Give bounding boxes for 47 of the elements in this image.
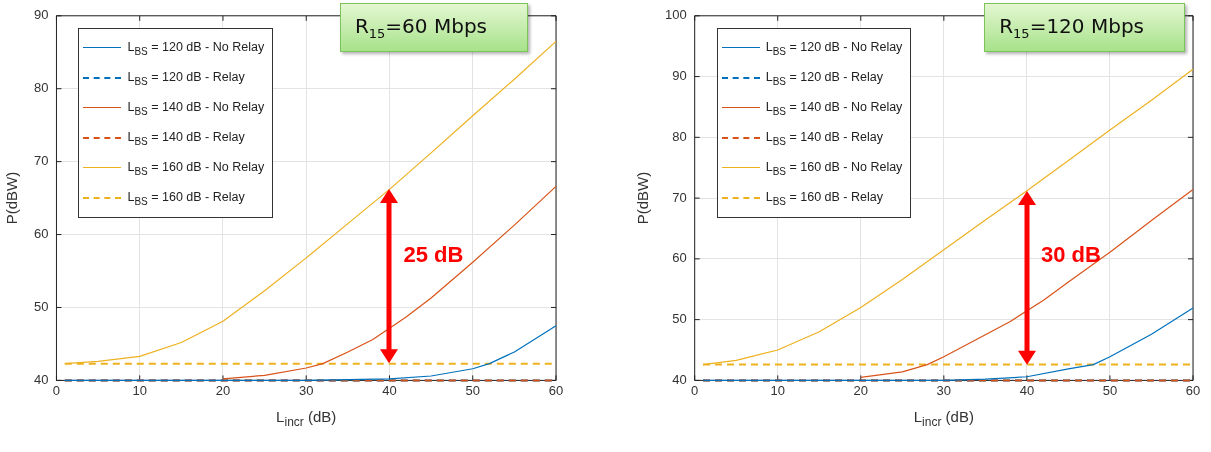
x-axis-title: L$_{incr}$ (dB) — [913, 408, 974, 430]
x-tick-label: 50 — [465, 382, 480, 398]
x-tick-label: 20 — [853, 382, 869, 398]
legend-label: L$_{BS}$ = 120 dB - No Relay — [765, 39, 903, 57]
legend-label: L$_{BS}$ = 120 dB - No Relay — [127, 39, 265, 57]
x-tick-label: 40 — [382, 382, 397, 398]
legend-label: L$_{BS}$ = 120 dB - Relay — [127, 69, 245, 87]
legend-label: L$_{BS}$ = 160 dB - No Relay — [765, 159, 903, 177]
y-tick-label: 80 — [33, 80, 49, 96]
legend-label: L$_{BS}$ = 120 dB - Relay — [765, 69, 883, 87]
legend-label: L$_{BS}$ = 140 dB - No Relay — [765, 99, 903, 117]
legend-label: L$_{BS}$ = 140 dB - No Relay — [127, 99, 265, 117]
annotation: 30 dB — [1040, 241, 1101, 268]
legend-label: L$_{BS}$ = 140 dB - Relay — [127, 129, 245, 147]
y-tick-label: 100 — [664, 7, 687, 23]
y-tick-label: 90 — [672, 68, 687, 84]
y-axis-title: P(dBW) — [634, 171, 652, 225]
legend-label: L$_{BS}$ = 140 dB - Relay — [765, 129, 883, 147]
x-tick-label: 40 — [1019, 382, 1035, 398]
x-tick-label: 0 — [52, 382, 61, 398]
y-tick-label: 90 — [33, 7, 49, 23]
legend-label: L$_{BS}$ = 160 dB - Relay — [765, 189, 883, 207]
x-tick-label: 30 — [936, 382, 952, 398]
legend-label: L$_{BS}$ = 160 dB - No Relay — [127, 159, 265, 177]
y-tick-label: 50 — [33, 299, 49, 315]
y-tick-label: 40 — [33, 371, 49, 387]
x-tick-label: 10 — [132, 382, 147, 398]
y-tick-label: 60 — [672, 250, 687, 266]
y-tick-label: 70 — [33, 153, 49, 169]
y-tick-label: 40 — [672, 371, 687, 387]
annotation: 25 dB — [403, 241, 464, 268]
x-tick-label: 60 — [1185, 382, 1201, 398]
chart-title: R$_{15}$=60 Mbps — [339, 3, 528, 52]
y-axis-title: P(dBW) — [3, 171, 21, 225]
x-tick-label: 50 — [1102, 382, 1118, 398]
x-tick-label: 10 — [770, 382, 785, 398]
chart-title: R$_{15}$=120 Mbps — [984, 3, 1185, 52]
y-tick-label: 80 — [672, 128, 687, 144]
x-axis-title: L$_{incr}$ (dB) — [276, 408, 337, 430]
y-tick-label: 70 — [672, 189, 687, 205]
x-tick-label: 20 — [215, 382, 231, 398]
legend-label: L$_{BS}$ = 160 dB - Relay — [127, 189, 245, 207]
x-tick-label: 60 — [548, 382, 564, 398]
y-tick-label: 60 — [33, 226, 49, 242]
x-tick-label: 0 — [691, 382, 699, 398]
y-tick-label: 50 — [672, 311, 687, 327]
x-tick-label: 30 — [299, 382, 314, 398]
